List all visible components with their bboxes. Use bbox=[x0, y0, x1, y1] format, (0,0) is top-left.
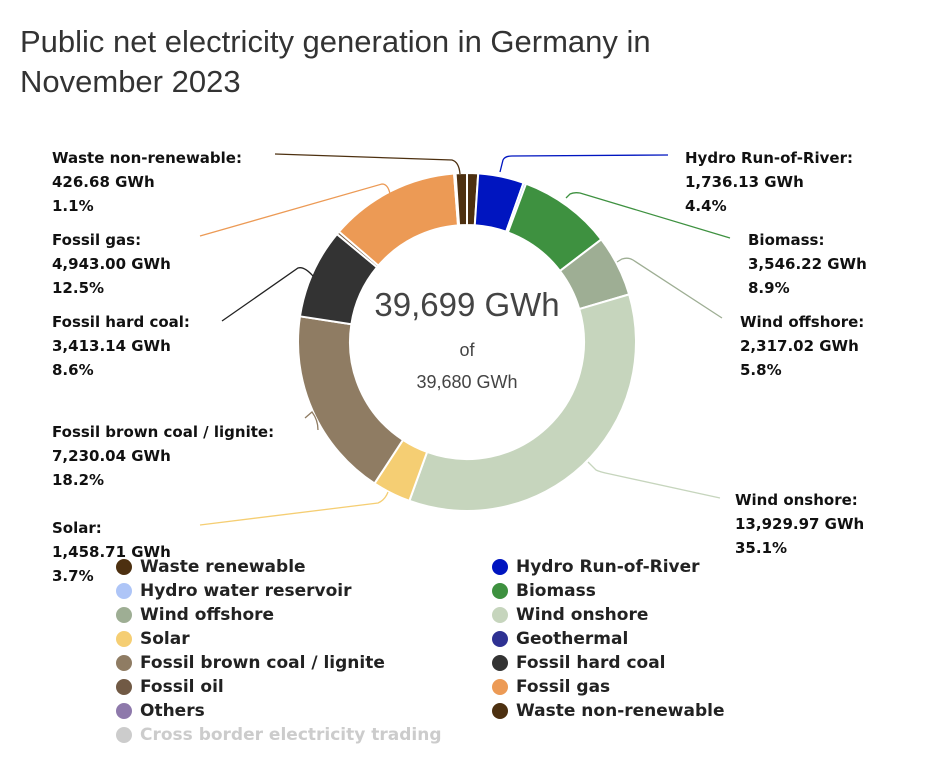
center-value: 39,699 GWh bbox=[374, 286, 560, 323]
legend-label: Others bbox=[140, 701, 205, 721]
legend-dot-icon bbox=[492, 559, 508, 575]
legend-item-biomass[interactable]: Biomass bbox=[492, 579, 596, 603]
legend-dot-icon bbox=[116, 655, 132, 671]
callout-fossil-gas bbox=[199, 183, 391, 237]
data-label-label-value: 2,317.02 GWh bbox=[740, 337, 859, 355]
data-label-label-value: 3,546.22 GWh bbox=[748, 255, 867, 273]
legend-dot-icon bbox=[492, 655, 508, 671]
data-label-name: Fossil hard coal: bbox=[52, 313, 190, 331]
data-label-pct: 3.7% bbox=[52, 567, 94, 585]
data-label-wind-onshore: Wind onshore: 13,929.97 GWh 35.1% bbox=[735, 488, 864, 560]
legend-item-hydro-water-reservoir[interactable]: Hydro water reservoir bbox=[116, 579, 352, 603]
callout-brown-coal bbox=[304, 411, 319, 431]
data-label-pct: 1.1% bbox=[52, 197, 94, 215]
legend-item-fossil-gas[interactable]: Fossil gas bbox=[492, 675, 611, 699]
legend-item-fossil-oil[interactable]: Fossil oil bbox=[116, 675, 224, 699]
data-label-pct: 4.4% bbox=[685, 197, 727, 215]
legend-dot-icon bbox=[116, 607, 132, 623]
callout-wind-offshore bbox=[616, 257, 723, 319]
callout-solar bbox=[199, 491, 389, 526]
data-label-pct: 8.6% bbox=[52, 361, 94, 379]
callout-biomass bbox=[565, 192, 731, 239]
data-label-fossil-gas: Fossil gas: 4,943.00 GWh 12.5% bbox=[52, 228, 171, 300]
data-label-name: Wind offshore: bbox=[740, 313, 865, 331]
data-label-pct: 35.1% bbox=[735, 539, 788, 557]
data-label-name: Biomass: bbox=[748, 231, 825, 249]
legend-dot-icon bbox=[116, 679, 132, 695]
legend-dot-icon bbox=[492, 631, 508, 647]
legend-label: Hydro water reservoir bbox=[140, 581, 352, 601]
data-label-pct: 5.8% bbox=[740, 361, 782, 379]
data-label-label-value: 426.68 GWh bbox=[52, 173, 155, 191]
legend-dot-icon bbox=[492, 703, 508, 719]
data-label-name: Wind onshore: bbox=[735, 491, 858, 509]
legend-label: Fossil hard coal bbox=[516, 653, 666, 673]
legend-item-others[interactable]: Others bbox=[116, 699, 205, 723]
data-label-label-value: 1,458.71 GWh bbox=[52, 543, 171, 561]
data-label-name: Waste non-renewable: bbox=[52, 149, 242, 167]
chart-title: Public net electricity generation in Ger… bbox=[20, 24, 651, 99]
data-label-fossil-brown-coal-lignite: Fossil brown coal / lignite: 7,230.04 GWh… bbox=[52, 420, 274, 492]
legend-label: Waste non-renewable bbox=[516, 701, 725, 721]
legend-item-waste-non-renewable[interactable]: Waste non-renewable bbox=[492, 699, 725, 723]
legend-label: Wind onshore bbox=[516, 605, 649, 625]
data-label-name: Hydro Run-of-River: bbox=[685, 149, 853, 167]
legend-label: Cross border electricity trading bbox=[140, 725, 442, 745]
data-label-fossil-hard-coal: Fossil hard coal: 3,413.14 GWh 8.6% bbox=[52, 310, 190, 382]
data-label-pct: 8.9% bbox=[748, 279, 790, 297]
callout-fossil-hard-coal bbox=[221, 267, 314, 322]
data-label-label-value: 13,929.97 GWh bbox=[735, 515, 865, 533]
legend-item-fossil-brown-coal-lignite[interactable]: Fossil brown coal / lignite bbox=[116, 651, 385, 675]
legend-item-hydro-run-of-river[interactable]: Hydro Run-of-River bbox=[492, 555, 700, 579]
slice-wind-onshore[interactable] bbox=[408, 293, 637, 512]
legend-dot-icon bbox=[116, 727, 132, 743]
legend-label: Fossil oil bbox=[140, 677, 224, 697]
center-of: of bbox=[459, 340, 475, 360]
data-label-label-value: 1,736.13 GWh bbox=[685, 173, 804, 191]
center-total: 39,680 GWh bbox=[416, 372, 518, 392]
legend-dot-icon bbox=[492, 679, 508, 695]
legend-item-geothermal[interactable]: Geothermal bbox=[492, 627, 629, 651]
legend-label: Fossil gas bbox=[516, 677, 611, 697]
legend-item-fossil-hard-coal[interactable]: Fossil hard coal bbox=[492, 651, 666, 675]
legend-item-wind-onshore[interactable]: Wind onshore bbox=[492, 603, 649, 627]
legend-label: Hydro Run-of-River bbox=[516, 557, 700, 577]
legend-dot-icon bbox=[116, 631, 132, 647]
legend-dot-icon bbox=[492, 607, 508, 623]
legend-item-wind-offshore[interactable]: Wind offshore bbox=[116, 603, 275, 627]
data-label-solar: Solar: 1,458.71 GWh 3.7% bbox=[52, 516, 171, 588]
legend-label: Geothermal bbox=[516, 629, 629, 649]
legend-label: Wind offshore bbox=[140, 605, 275, 625]
legend-label: Fossil brown coal / lignite bbox=[140, 653, 385, 673]
legend-dot-icon bbox=[116, 583, 132, 599]
data-label-name: Fossil brown coal / lignite: bbox=[52, 423, 275, 441]
legend-item-solar[interactable]: Solar bbox=[116, 627, 190, 651]
data-label-pct: 18.2% bbox=[52, 471, 105, 489]
data-label-pct: 12.5% bbox=[52, 279, 105, 297]
callout-hydro-ror bbox=[499, 154, 669, 173]
legend-dot-icon bbox=[492, 583, 508, 599]
data-label-name: Fossil gas: bbox=[52, 231, 142, 249]
callout-waste-non-renewable bbox=[274, 153, 461, 175]
legend-item-waste-renewable[interactable]: Waste renewable bbox=[116, 555, 306, 579]
data-label-label-value: 4,943.00 GWh bbox=[52, 255, 171, 273]
legend-label: Biomass bbox=[516, 581, 596, 601]
legend-dot-icon bbox=[116, 703, 132, 719]
data-label-biomass: Biomass: 3,546.22 GWh 8.9% bbox=[748, 228, 867, 300]
legend-dot-icon bbox=[116, 559, 132, 575]
legend-label: Solar bbox=[140, 629, 190, 649]
data-label-label-value: 7,230.04 GWh bbox=[52, 447, 171, 465]
data-label-hydro-run-of-river: Hydro Run-of-River: 1,736.13 GWh 4.4% bbox=[685, 146, 853, 218]
legend-label: Waste renewable bbox=[140, 557, 306, 577]
data-label-label-value: 3,413.14 GWh bbox=[52, 337, 171, 355]
data-label-name: Solar: bbox=[52, 519, 102, 537]
data-label-wind-offshore: Wind offshore: 2,317.02 GWh 5.8% bbox=[740, 310, 864, 382]
data-label-waste-non-renewable: Waste non-renewable: 426.68 GWh 1.1% bbox=[52, 146, 242, 218]
callout-wind-onshore bbox=[587, 461, 721, 499]
legend-item-cross-border-electricity-trading[interactable]: Cross border electricity trading bbox=[116, 723, 442, 747]
